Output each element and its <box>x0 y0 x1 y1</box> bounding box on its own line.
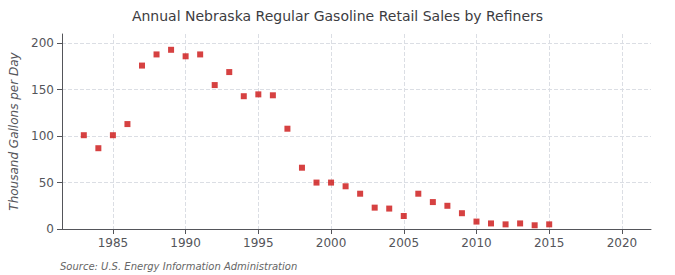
svg-text:200: 200 <box>31 36 54 50</box>
svg-text:2015: 2015 <box>534 236 565 250</box>
svg-text:1985: 1985 <box>98 236 129 250</box>
svg-text:Annual Nebraska Regular Gasoli: Annual Nebraska Regular Gasoline Retail … <box>132 8 543 24</box>
svg-text:50: 50 <box>39 176 54 190</box>
svg-text:0: 0 <box>46 222 54 236</box>
svg-text:2005: 2005 <box>388 236 419 250</box>
svg-text:1995: 1995 <box>243 236 274 250</box>
svg-text:Source: U.S. Energy Informatio: Source: U.S. Energy Information Administ… <box>60 261 297 272</box>
svg-text:1990: 1990 <box>170 236 201 250</box>
svg-text:100: 100 <box>31 129 54 143</box>
svg-text:2010: 2010 <box>461 236 492 250</box>
svg-text:Thousand Gallons per Day: Thousand Gallons per Day <box>7 51 21 210</box>
svg-text:2020: 2020 <box>607 236 638 250</box>
svg-text:150: 150 <box>31 83 54 97</box>
svg-text:2000: 2000 <box>316 236 347 250</box>
